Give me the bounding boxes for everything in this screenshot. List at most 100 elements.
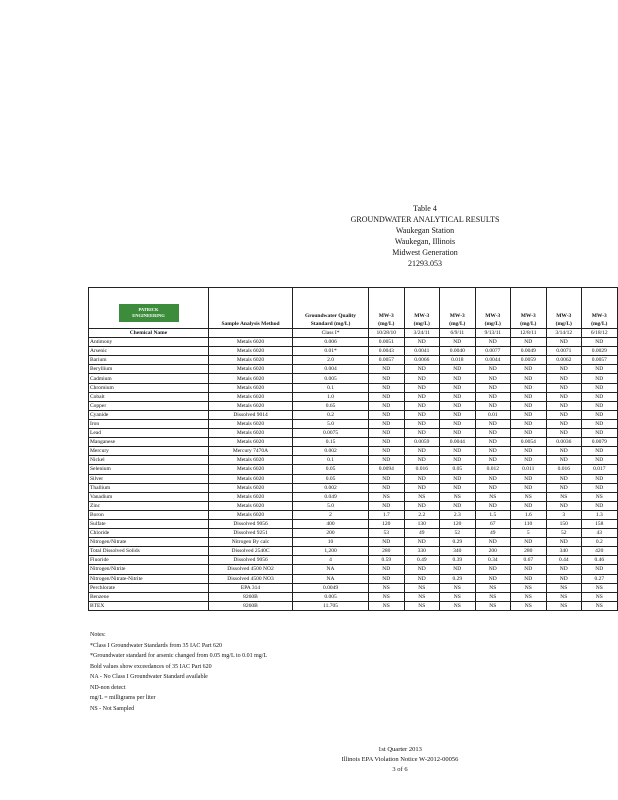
standard: 400 — [292, 518, 369, 530]
result: 120 — [368, 518, 405, 530]
result: ND — [545, 373, 582, 384]
result: NS — [510, 591, 547, 602]
note: Bold values show exceedances of 35 IAC P… — [90, 663, 212, 670]
result: ND — [403, 400, 440, 411]
result: ND — [581, 391, 618, 402]
chemical: BTEX — [88, 600, 209, 611]
method: Metals 6020 — [208, 482, 293, 493]
footer: 1st Quarter 2013 Illinois EPA Violation … — [330, 745, 470, 775]
result: ND — [510, 418, 547, 430]
standard: 2 — [292, 509, 369, 520]
result: ND — [545, 400, 582, 411]
standard: 11.705 — [292, 600, 369, 611]
result: ND — [545, 573, 582, 584]
chemical: Cadmium — [88, 373, 209, 384]
method: Dissolved 9251 — [208, 528, 293, 539]
data-row: Chromium Metals 6020 0.1 ND ND ND ND ND ND ND — [88, 382, 618, 393]
result: ND — [368, 409, 405, 420]
result: 0.018 — [439, 355, 476, 366]
result: NS — [545, 591, 582, 602]
standard-header: Groundwater Quality Standard (mg/L) — [292, 287, 369, 329]
result: NS — [510, 582, 547, 593]
result: ND — [581, 564, 618, 575]
result: 0.0044 — [474, 355, 511, 366]
result: 52 — [545, 528, 582, 539]
method: 8260B — [208, 591, 293, 602]
chemical: Manganese — [88, 437, 209, 448]
result: 1.6 — [510, 509, 547, 520]
standard: 5.0 — [292, 418, 369, 430]
result: ND — [474, 428, 511, 439]
standard: 0.049 — [292, 491, 369, 502]
standard: 0.1 — [292, 382, 369, 393]
result: 0.0066 — [403, 355, 440, 366]
standard: 2.0 — [292, 355, 369, 366]
data-row: Sulfate Dissolved 9056 400 120 130 120 67 110 15… — [88, 518, 618, 530]
method: Metals 6020 — [208, 509, 293, 520]
unit: (mg/L) — [378, 321, 395, 327]
unit: (mg/L) — [484, 321, 501, 327]
data-row: Boron Metals 6020 2 1.7 2.2 2.3 1.5 1.6 3 1.3 — [88, 509, 618, 520]
result: ND — [368, 391, 405, 402]
data-row: Benzene 8260B 0.005 NS NS NS NS NS NS NS — [88, 591, 618, 602]
logo: PATRICK ENGINEERING — [118, 304, 179, 322]
chemical: Zinc — [88, 500, 209, 511]
result: 0.0029 — [581, 346, 618, 357]
result: ND — [510, 409, 547, 420]
result: 3 — [545, 509, 582, 520]
data-row: Perchlorate EPA 314 0.0049 NS NS NS NS NS NS NS — [88, 582, 618, 593]
chemical-header: Chemical Name — [88, 327, 209, 339]
standard: 0.2 — [292, 409, 369, 420]
result: NS — [474, 591, 511, 602]
well-header: MW-3 (mg/L) — [439, 287, 476, 329]
result: ND — [474, 482, 511, 493]
result: ND — [368, 482, 405, 493]
data-row: Iron Metals 6020 5.0 ND ND ND ND ND ND ND — [88, 418, 618, 430]
note: NA - No Class I Groundwater Standard ava… — [90, 674, 208, 680]
method: Metals 6020 — [208, 473, 293, 484]
standard: 0.002 — [292, 446, 369, 457]
result: 120 — [439, 518, 476, 530]
result: 1.3 — [581, 509, 618, 520]
result: 0.67 — [510, 555, 547, 566]
result: NS — [581, 591, 618, 602]
result: 0.0077 — [474, 346, 511, 357]
note: *Class I Groundwater Standards from 35 I… — [90, 642, 222, 649]
result: 49 — [474, 528, 511, 539]
result: 0.0044 — [439, 437, 476, 448]
unit: (mg/L) — [591, 321, 608, 327]
chemical: Thallium — [88, 482, 209, 493]
chemical: Mercury — [88, 446, 209, 457]
result: ND — [474, 373, 511, 384]
result: ND — [368, 455, 405, 466]
result: ND — [474, 573, 511, 584]
standard: 4 — [292, 555, 369, 566]
well-id: MW-3 — [378, 313, 394, 319]
standard: 0.65 — [292, 400, 369, 411]
logo-text: PATRICK — [138, 307, 159, 312]
result: ND — [545, 564, 582, 575]
result: 280 — [510, 546, 547, 557]
result: ND — [510, 473, 547, 484]
notes: Notes: *Class I Groundwater Standards fro… — [90, 630, 267, 714]
result: 1.7 — [368, 509, 405, 520]
data-row: Copper Metals 6020 0.65 ND ND ND ND ND ND ND — [88, 400, 618, 411]
well-header: MW-3 (mg/L) — [403, 287, 440, 329]
result: 2.2 — [403, 509, 440, 520]
data-row: Cadmium Metals 6020 0.005 ND ND ND ND ND ND ND — [88, 373, 618, 384]
result: 420 — [581, 546, 618, 557]
result: NS — [510, 600, 547, 611]
method: Metals 6020 — [208, 355, 293, 366]
result: ND — [403, 537, 440, 548]
result: NS — [368, 600, 405, 611]
result: 158 — [581, 518, 618, 530]
notice: Illinois EPA Violation Notice W-2012-000… — [341, 756, 459, 763]
result: ND — [439, 455, 476, 466]
result: 0.0079 — [581, 437, 618, 448]
method: Metals 6020 — [208, 437, 293, 448]
result: 0.011 — [510, 464, 547, 475]
method: Metals 6020 — [208, 364, 293, 375]
result: 0.0057 — [368, 355, 405, 366]
result: ND — [581, 428, 618, 439]
result: 0.05 — [439, 464, 476, 475]
